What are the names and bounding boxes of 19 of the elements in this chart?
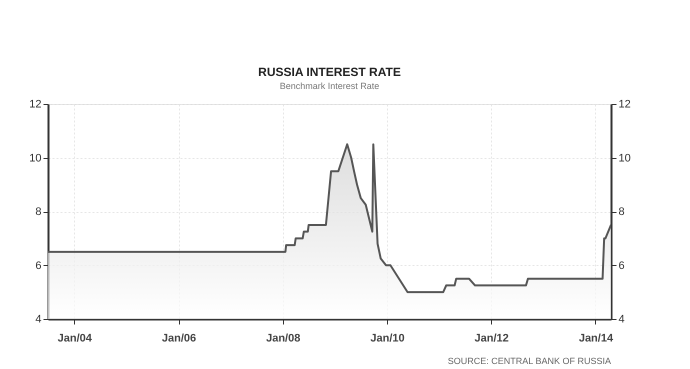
x-tick-label: Jan/08 — [266, 332, 300, 344]
y-tick-label: 12 — [29, 98, 42, 110]
source-note: SOURCE: CENTRAL BANK OF RUSSIA — [448, 356, 611, 366]
x-tick-label: Jan/06 — [162, 332, 196, 344]
y2-tick-label: 4 — [618, 314, 625, 326]
y2-tick-label: 6 — [618, 260, 625, 272]
y-tick-label: 10 — [29, 152, 42, 164]
y-tick-label: 4 — [35, 314, 42, 326]
x-tick-label: Jan/14 — [578, 332, 614, 344]
y-tick-label: 8 — [35, 206, 42, 218]
chart-subtitle: Benchmark Interest Rate — [280, 81, 380, 91]
x-tick-label: Jan/10 — [370, 332, 405, 344]
x-tick-label: Jan/12 — [474, 332, 509, 344]
chart-title: RUSSIA INTEREST RATE — [258, 65, 401, 79]
y2-tick-label: 8 — [618, 206, 625, 218]
y-tick-label: 6 — [35, 260, 42, 272]
y2-tick-label: 12 — [618, 98, 631, 110]
y2-tick-label: 10 — [618, 152, 631, 164]
x-tick-label: Jan/04 — [58, 332, 93, 344]
